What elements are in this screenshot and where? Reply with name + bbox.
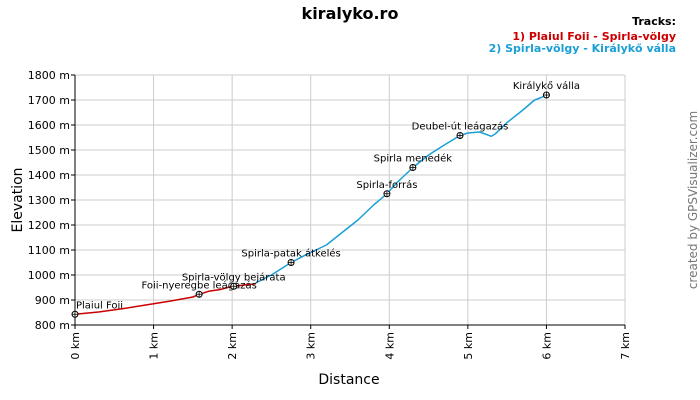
waypoint-marker [542,91,550,99]
x-tick-label: 0 km [69,332,82,360]
waypoint-label: Plaiul Foii [76,300,123,311]
waypoint-label: Spirla menedék [374,153,453,165]
waypoint-marker [456,132,464,139]
plot-area: 800 m 900 m 1000 m 1100 m 1200 m 1300 m 1400 m… [28,69,632,360]
waypoint-marker [195,290,203,298]
waypoint-label: Spirla-völgy bejárata [182,271,286,283]
y-tick-label: 1600 m [28,119,70,132]
x-axis-title: Distance [318,372,379,388]
waypoint-label: Spirla-forrás [356,179,417,191]
y-tick-label: 1700 m [28,94,70,107]
x-tick-label: 4 km [383,332,396,360]
waypoint-marker [383,190,391,198]
waypoint-marker [409,164,417,171]
credit-text: created by GPSVisualizer.com [686,111,700,289]
y-tick-label: 1000 m [28,269,70,282]
y-tick-label: 800 m [35,319,70,332]
waypoint-marker [230,282,238,290]
legend-entry-2: 2) Spirla-völgy - Királykő válla [489,42,676,55]
waypoint-marker [287,259,295,266]
y-tick-label: 1400 m [28,169,70,182]
y-axis-title: Elevation [10,167,26,232]
waypoint-label: Királykő válla [513,80,580,92]
y-tick-label: 1100 m [28,244,70,257]
y-tick-label: 900 m [35,294,70,307]
x-tick-label: 1 km [148,332,161,360]
legend-heading: Tracks: [632,15,676,28]
y-tick-label: 1500 m [28,144,70,157]
waypoint-marker [71,310,79,318]
waypoint-label: Spirla-patak átkelés [241,248,340,260]
waypoint-label: Deubel-út leágazás [412,121,509,133]
y-tick-label: 1200 m [28,219,70,232]
x-tick-label: 5 km [462,332,475,360]
legend-entry-1: 1) Plaiul Foii - Spirla-völgy [512,30,676,43]
waypoint-label: Foii-nyeregbe leágazás [142,279,257,291]
x-tick-label: 6 km [540,332,553,360]
chart-title: kiralyko.ro [302,4,399,23]
y-tick-label: 1300 m [28,194,70,207]
y-tick-label: 1800 m [28,69,70,82]
x-tick-label: 7 km [619,332,632,360]
x-tick-label: 3 km [305,332,318,360]
x-tick-label: 2 km [226,332,239,360]
